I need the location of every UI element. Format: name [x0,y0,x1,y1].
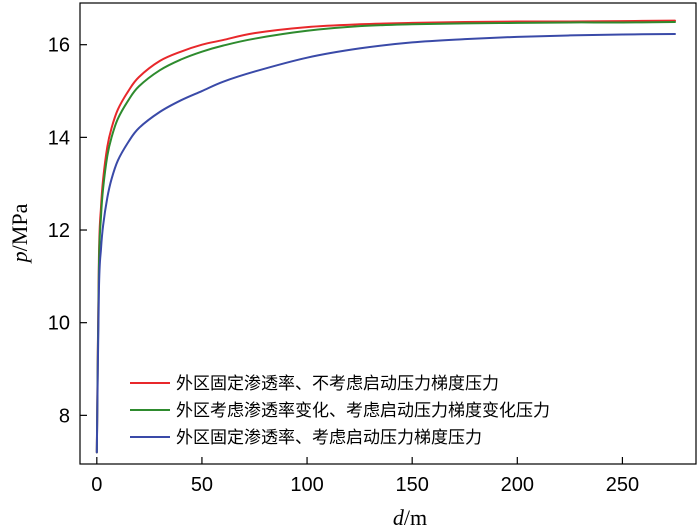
y-tick-label: 14 [48,127,70,149]
x-tick-label: 0 [91,474,102,496]
x-tick-label: 250 [606,474,639,496]
x-tick-label: 50 [191,474,213,496]
y-tick-label: 16 [48,35,70,57]
y-tick-label: 8 [59,405,70,427]
series-line-1 [95,19,676,454]
series-lines [95,19,676,454]
x-axis-unit: /m [404,505,427,530]
x-tick-label: 200 [501,474,534,496]
y-axis-ticks: 8 10 12 14 16 [48,35,87,427]
y-tick-label: 12 [48,220,70,242]
y-tick-label: 10 [48,313,70,335]
y-axis-title: p/MPa [7,203,32,264]
series-line-3 [95,33,676,454]
legend-label-1: 外区固定渗透率、不考虑启动压力梯度压力 [176,374,499,394]
x-tick-label: 100 [290,474,323,496]
x-axis-ticks: 0 50 100 150 200 250 [91,457,639,496]
legend: 外区固定渗透率、不考虑启动压力梯度压力外区考虑渗透率变化、考虑启动压力梯度变化压… [130,374,550,448]
y-axis-unit: /MPa [7,203,32,251]
y-axis-variable: p [7,251,32,264]
legend-label-2: 外区考虑渗透率变化、考虑启动压力梯度变化压力 [176,401,550,421]
x-tick-label: 150 [395,474,428,496]
series-line-2 [95,21,676,454]
plot-frame [79,2,697,465]
x-axis-variable: d [393,505,405,530]
legend-label-3: 外区固定渗透率、考虑启动压力梯度压力 [176,428,482,448]
x-axis-title: d/m [393,505,427,530]
